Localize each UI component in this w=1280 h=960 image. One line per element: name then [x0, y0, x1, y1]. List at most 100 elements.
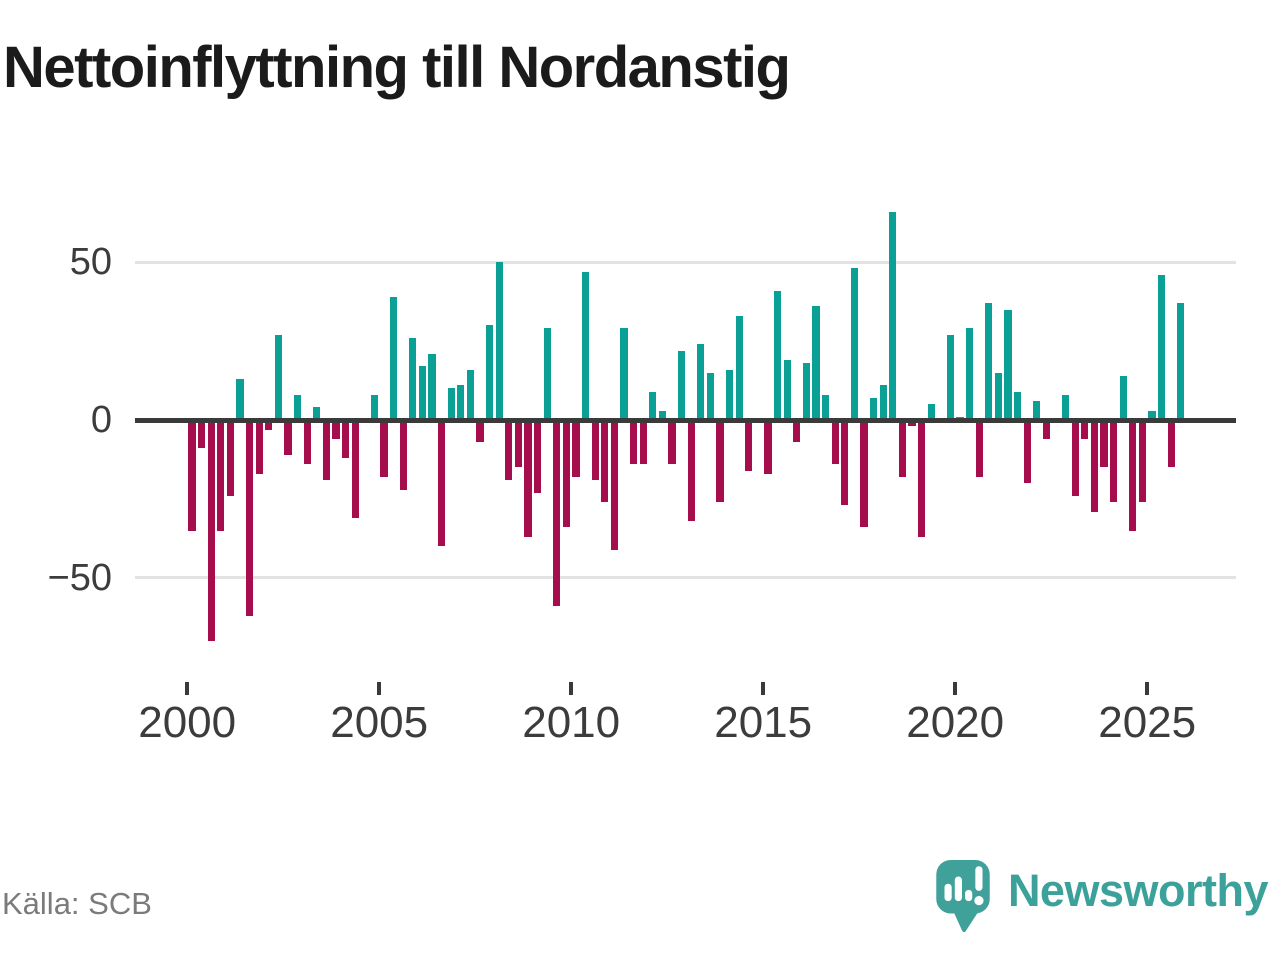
- bar-2008-Q3: [514, 420, 523, 468]
- bar-2001-Q4: [255, 420, 263, 474]
- bar-2011-Q3: [629, 420, 638, 465]
- x-tick-2010: [569, 682, 574, 695]
- bar-2002-Q3: [284, 420, 292, 455]
- bar-2016-Q4: [831, 420, 839, 465]
- bar-2011-Q4: [639, 420, 647, 465]
- bar-2002-Q4: [294, 394, 302, 420]
- bar-2003-Q1: [303, 420, 311, 465]
- bar-2016-Q3: [822, 394, 830, 420]
- source-note: Källa: SCB: [2, 886, 152, 921]
- bar-2015-Q1: [764, 420, 772, 474]
- bar-2023-Q3: [1090, 420, 1099, 512]
- bar-2016-Q2: [812, 306, 820, 420]
- bar-2018-Q3: [898, 420, 907, 477]
- newsworthy-wordmark: Newsworthy: [1007, 864, 1269, 916]
- bar-2009-Q4: [562, 420, 571, 528]
- bar-2006-Q1: [418, 366, 427, 420]
- bar-2017-Q1: [841, 420, 849, 506]
- bar-2006-Q3: [438, 420, 446, 547]
- bar-2018-Q4: [908, 420, 916, 427]
- bar-2016-Q1: [802, 363, 811, 420]
- bar-2005-Q3: [399, 420, 407, 490]
- bar-2021-Q3: [1014, 391, 1022, 420]
- bar-2001-Q1: [226, 420, 235, 496]
- x-tick-label-2000: 2000: [138, 698, 237, 747]
- bar-2012-Q4: [677, 350, 686, 420]
- bar-2006-Q4: [447, 388, 455, 420]
- bar-2010-Q4: [601, 420, 609, 503]
- bar-2014-Q2: [735, 315, 743, 420]
- x-tick-2020: [953, 682, 958, 695]
- bar-2023-Q4: [1100, 420, 1108, 468]
- bar-2000-Q1: [188, 420, 196, 531]
- bar-2024-Q2: [1119, 375, 1127, 420]
- x-tick-2005: [377, 682, 382, 695]
- bar-2023-Q1: [1071, 420, 1079, 496]
- bar-2003-Q3: [322, 420, 331, 480]
- bar-2005-Q1: [380, 420, 388, 477]
- bar-2001-Q3: [245, 420, 254, 616]
- x-tick-label-2005: 2005: [330, 698, 429, 747]
- bar-2015-Q4: [793, 420, 801, 443]
- bar-2019-Q4: [946, 334, 955, 420]
- x-tick-2000: [185, 682, 190, 695]
- y-tick-label--50: −50: [47, 556, 112, 599]
- bar-2004-Q1: [342, 420, 350, 458]
- bar-2013-Q2: [697, 344, 705, 420]
- newsworthy-logo: Newsworthy: [934, 858, 1269, 932]
- x-tick-2025: [1145, 682, 1150, 695]
- bar-2013-Q1: [687, 420, 695, 522]
- y-tick-label-50: 50: [69, 241, 112, 284]
- bar-2002-Q2: [274, 334, 283, 420]
- bar-2007-Q1: [457, 385, 465, 420]
- bar-2022-Q2: [1042, 420, 1051, 439]
- bar-2014-Q1: [726, 369, 734, 420]
- bar-2000-Q3: [207, 420, 215, 642]
- bar-2019-Q1: [918, 420, 926, 537]
- bar-2009-Q3: [553, 420, 561, 607]
- bar-2023-Q2: [1081, 420, 1089, 439]
- bar-2004-Q2: [351, 420, 359, 518]
- bar-2018-Q2: [889, 211, 897, 420]
- x-tick-label-2020: 2020: [906, 698, 1005, 747]
- gridline-50: [135, 260, 1236, 264]
- bar-2018-Q1: [879, 385, 887, 420]
- bar-2003-Q4: [332, 420, 340, 439]
- x-tick-2015: [761, 682, 766, 695]
- bar-2007-Q3: [476, 420, 484, 443]
- bar-2019-Q2: [927, 404, 935, 420]
- bar-2002-Q1: [265, 420, 273, 430]
- gridline--50: [135, 576, 1236, 580]
- bar-2021-Q4: [1023, 420, 1031, 484]
- bar-2015-Q3: [783, 360, 791, 420]
- bar-2007-Q4: [485, 325, 494, 420]
- bar-2001-Q2: [236, 378, 244, 420]
- bar-2011-Q2: [620, 328, 628, 420]
- bar-2025-Q4: [1177, 303, 1185, 420]
- bar-2007-Q2: [466, 369, 475, 420]
- bar-2000-Q4: [217, 420, 225, 531]
- bar-2022-Q4: [1061, 394, 1070, 420]
- bar-2010-Q2: [581, 271, 590, 420]
- bar-2005-Q4: [409, 337, 417, 420]
- bar-2025-Q1: [1148, 410, 1156, 420]
- bar-2009-Q2: [543, 328, 551, 420]
- x-tick-label-2015: 2015: [714, 698, 813, 747]
- bar-2012-Q1: [649, 391, 657, 420]
- bar-2006-Q2: [428, 353, 436, 420]
- bar-2003-Q2: [313, 407, 321, 420]
- bar-2008-Q4: [524, 420, 532, 537]
- zero-axis-line: [135, 417, 1236, 423]
- bar-2021-Q1: [994, 372, 1003, 420]
- bar-2010-Q1: [572, 420, 580, 477]
- bar-2021-Q2: [1004, 309, 1012, 420]
- bar-2017-Q3: [860, 420, 868, 528]
- bar-2008-Q1: [495, 262, 503, 420]
- bar-2024-Q3: [1129, 420, 1137, 531]
- bar-2017-Q2: [850, 268, 859, 420]
- x-tick-label-2010: 2010: [522, 698, 621, 747]
- bar-2015-Q2: [774, 290, 782, 420]
- bar-2025-Q3: [1167, 420, 1175, 468]
- bar-2012-Q2: [658, 410, 667, 420]
